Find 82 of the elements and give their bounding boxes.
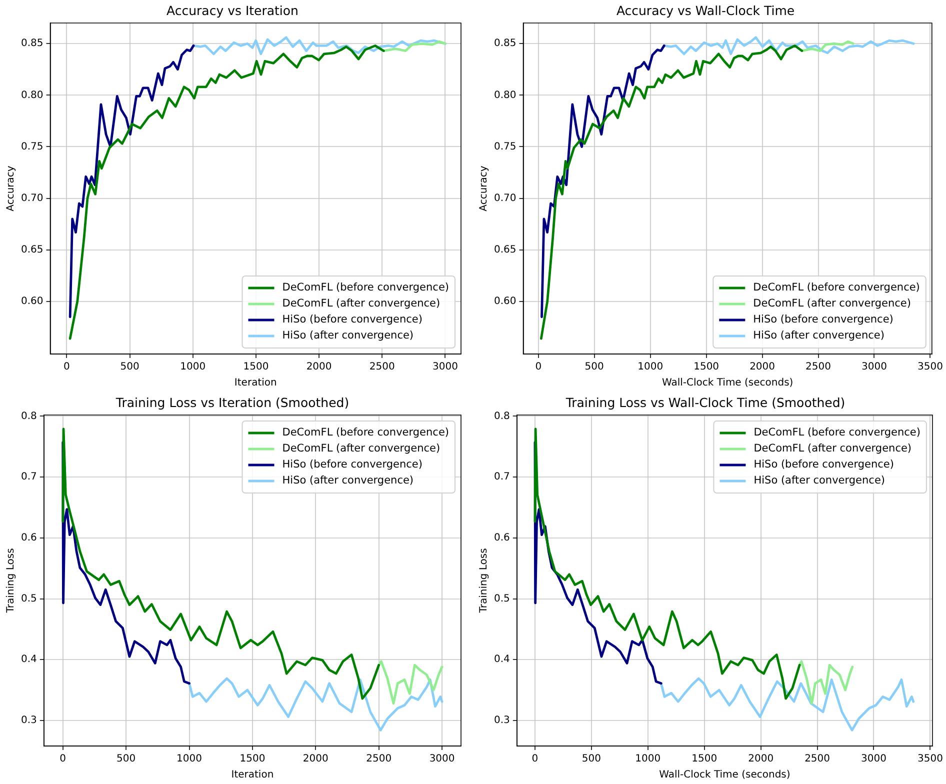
x-tick-label: 1500 [694,362,720,373]
x-tick-label: 3500 [918,362,943,373]
legend-label: DeComFL (before convergence) [753,282,920,294]
legend-label: DeComFL (before convergence) [282,426,449,439]
x-axis-title: Iteration [234,378,277,389]
x-tick-label: 1000 [180,362,206,373]
x-tick-label: 0 [63,362,70,373]
y-tick-label: 0.5 [20,593,37,604]
y-tick-label: 0.85 [494,38,516,50]
legend-label: DeComFL (after convergence) [753,298,911,310]
x-tick-label: 2500 [806,362,831,373]
legend-label: HiSo (before convergence) [754,458,894,471]
y-tick-label: 0.5 [494,593,510,604]
y-tick-label: 0.8 [494,410,510,422]
x-tick-label: 500 [116,754,136,765]
legend-label: HiSo (after convergence) [282,474,414,487]
y-tick-label: 0.60 [494,296,516,308]
chart-title: Training Loss vs Iteration (Smoothed) [114,394,350,410]
x-axis-title: Wall-Clock Time (seconds) [659,770,790,781]
x-tick-label: 500 [120,362,140,373]
y-tick-label: 0.65 [21,244,44,256]
x-tick-label: 2000 [748,754,774,765]
y-tick-label: 0.6 [20,532,37,544]
legend-label: DeComFL (before convergence) [754,426,920,439]
chart-title: Training Loss vs Wall-Clock Time (Smoothed) [564,394,846,410]
y-tick-label: 0.7 [20,472,37,483]
x-tick-label: 0 [532,754,538,765]
x-tick-label: 2000 [306,362,332,373]
x-tick-label: 2500 [369,362,395,373]
x-tick-label: 2500 [804,754,830,765]
legend-label: DeComFL (after convergence) [754,442,912,455]
x-tick-label: 500 [582,754,601,765]
y-tick-label: 0.80 [494,90,516,101]
x-tick-label: 3500 [917,754,943,765]
y-axis-title: Training Loss [6,548,17,614]
x-tick-label: 1500 [243,362,269,373]
y-tick-label: 0.4 [494,654,510,666]
legend-label: HiSo (after convergence) [282,330,414,342]
legend-label: HiSo (before convergence) [753,314,894,326]
x-tick-label: 2000 [750,362,776,373]
y-tick-label: 0.70 [21,192,44,204]
chart-title: Accuracy vs Wall-Clock Time [616,2,795,18]
y-tick-label: 0.3 [494,715,510,726]
y-tick-label: 0.60 [21,296,44,308]
y-tick-label: 0.7 [494,472,510,483]
x-tick-label: 1500 [692,754,718,765]
x-tick-label: 1000 [638,362,664,373]
legend-label: DeComFL (before convergence) [282,282,449,294]
y-tick-label: 0.75 [21,141,44,152]
legend-label: DeComFL (after convergence) [282,442,440,455]
x-tick-label: 1000 [176,754,202,765]
y-axis-title: Accuracy [478,166,490,212]
x-axis-title: Wall-Clock Time (seconds) [662,378,794,389]
x-tick-label: 1500 [240,754,266,765]
legend-label: HiSo (after convergence) [754,474,885,487]
y-tick-label: 0.65 [494,244,516,256]
x-tick-label: 1000 [635,754,661,765]
y-tick-label: 0.75 [494,141,516,152]
legend-label: DeComFL (after convergence) [282,298,440,310]
y-tick-label: 0.8 [20,410,37,422]
y-tick-label: 0.6 [494,532,510,544]
x-tick-label: 3000 [432,362,458,373]
x-tick-label: 3000 [429,754,455,765]
chart-title: Accuracy vs Iteration [166,2,298,18]
x-tick-label: 2500 [366,754,392,765]
legend-label: HiSo (before convergence) [282,458,422,471]
x-tick-label: 3000 [862,362,887,373]
legend-label: HiSo (before convergence) [282,314,422,326]
y-tick-label: 0.4 [20,654,37,666]
x-tick-label: 3000 [861,754,886,765]
y-axis-title: Accuracy [6,166,17,212]
x-axis-title: Iteration [231,770,274,781]
legend-label: HiSo (after convergence) [753,330,884,342]
x-tick-label: 500 [584,362,604,373]
x-tick-label: 2000 [302,754,328,765]
x-tick-label: 0 [535,362,542,373]
y-axis-title: Training Loss [478,548,490,614]
y-tick-label: 0.85 [21,38,44,50]
y-tick-label: 0.70 [494,192,516,204]
y-tick-label: 0.3 [20,715,37,726]
y-tick-label: 0.80 [21,90,44,101]
x-tick-label: 0 [60,754,66,765]
